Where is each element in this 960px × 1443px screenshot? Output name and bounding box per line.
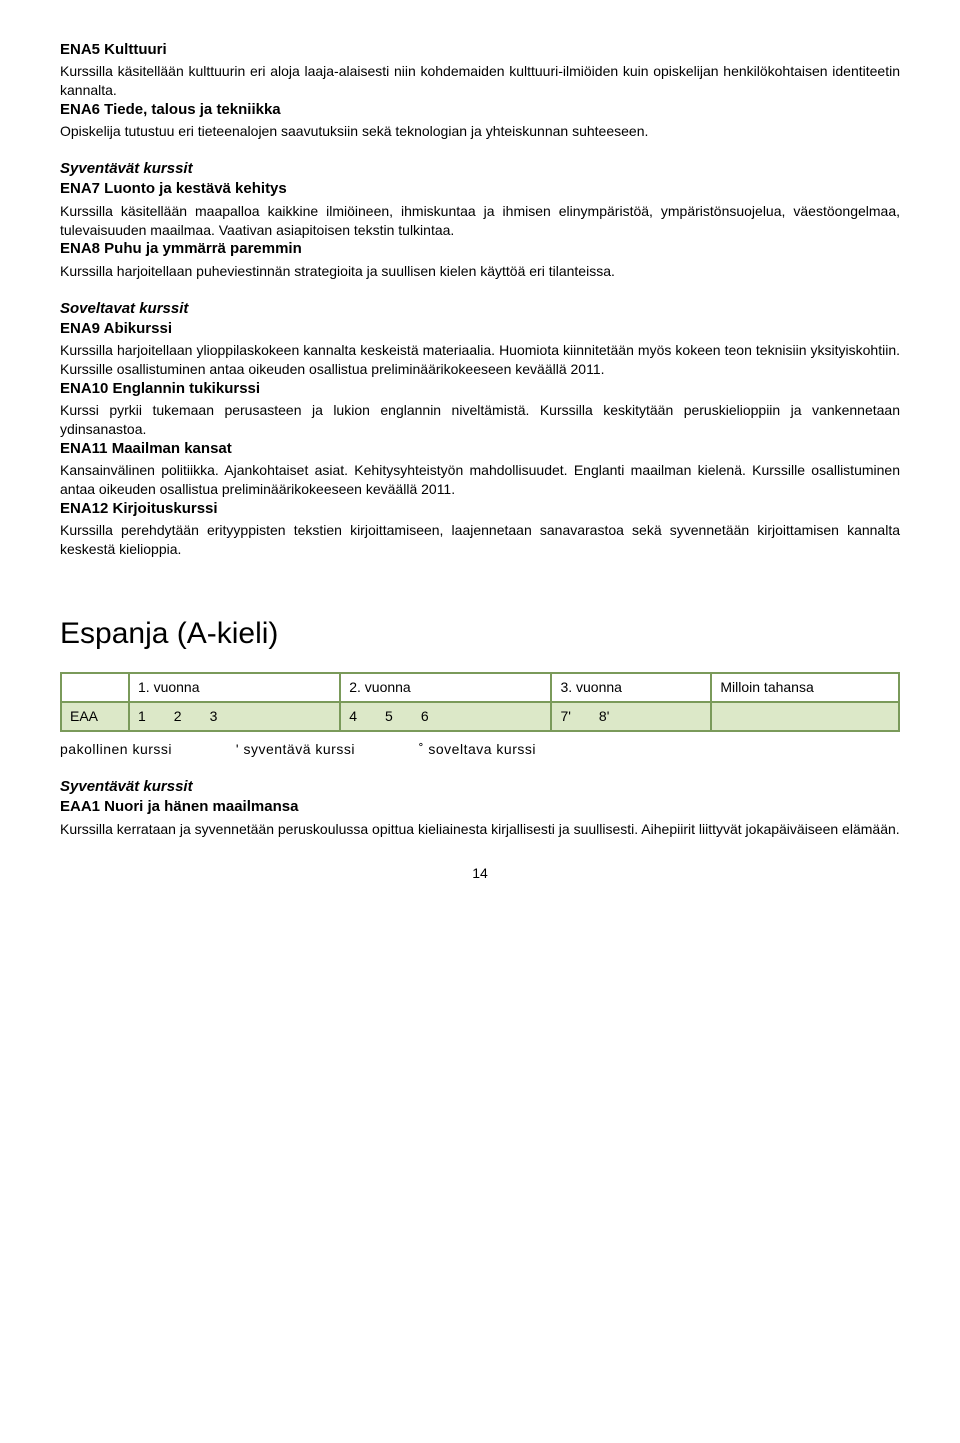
course-table: 1. vuonna 2. vuonna 3. vuonna Milloin ta… [60,672,900,732]
course-body: Kurssilla harjoitellaan ylioppilaskokeen… [60,341,900,379]
table-row-label: EAA [61,702,129,731]
course-body: Kansainvälinen politiikka. Ajankohtaiset… [60,461,900,499]
course-block: ENA8 Puhu ja ymmärrä paremmin Kurssilla … [60,239,900,280]
syventavat-heading: Syventävät kurssit [60,777,900,797]
course-block: ENA5 Kulttuuri Kurssilla käsitellään kul… [60,40,900,100]
table-header: 3. vuonna [551,673,711,702]
course-title: ENA9 Abikurssi [60,319,900,339]
course-block: ENA7 Luonto ja kestävä kehitys Kurssilla… [60,179,900,239]
course-title: ENA11 Maailman kansat [60,439,900,459]
course-title: ENA8 Puhu ja ymmärrä paremmin [60,239,900,259]
table-header-empty [61,673,129,702]
course-title: ENA7 Luonto ja kestävä kehitys [60,179,900,199]
course-block: ENA11 Maailman kansat Kansainvälinen pol… [60,439,900,499]
course-block: ENA9 Abikurssi Kurssilla harjoitellaan y… [60,319,900,379]
course-body: Kurssi pyrkii tukemaan perusasteen ja lu… [60,401,900,439]
syventavat-heading: Syventävät kurssit [60,159,900,179]
course-body: Kurssilla harjoitellaan puheviestinnän s… [60,262,900,281]
course-title: ENA10 Englannin tukikurssi [60,379,900,399]
table-header-row: 1. vuonna 2. vuonna 3. vuonna Milloin ta… [61,673,899,702]
page-number: 14 [60,864,900,883]
table-header: Milloin tahansa [711,673,899,702]
course-block: EAA1 Nuori ja hänen maailmansa Kurssilla… [60,797,900,838]
course-body: Kurssilla käsitellään maapalloa kaikkine… [60,202,900,240]
table-cell [711,702,899,731]
table-cell: 456 [340,702,551,731]
course-body: Kurssilla kerrataan ja syvennetään perus… [60,820,900,839]
course-title: ENA5 Kulttuuri [60,40,900,60]
main-heading: Espanja (A-kieli) [60,614,900,655]
course-block: ENA10 Englannin tukikurssi Kurssi pyrkii… [60,379,900,439]
legend-item: ' syventävä kurssi [236,741,355,757]
legend-item: ˚ soveltava kurssi [419,741,536,757]
table-cell: 123 [129,702,340,731]
course-title: ENA12 Kirjoituskurssi [60,499,900,519]
course-body: Kurssilla käsitellään kulttuurin eri alo… [60,62,900,100]
table-header: 2. vuonna [340,673,551,702]
table-header: 1. vuonna [129,673,340,702]
table-row: EAA 123 456 7'8' [61,702,899,731]
course-block: ENA12 Kirjoituskurssi Kurssilla perehdyt… [60,499,900,559]
course-title: EAA1 Nuori ja hänen maailmansa [60,797,900,817]
legend-item: pakollinen kurssi [60,741,172,757]
soveltavat-heading: Soveltavat kurssit [60,299,900,319]
course-body: Opiskelija tutustuu eri tieteenalojen sa… [60,122,900,141]
legend: pakollinen kurssi ' syventävä kurssi ˚ s… [60,740,900,759]
course-title: ENA6 Tiede, talous ja tekniikka [60,100,900,120]
course-block: ENA6 Tiede, talous ja tekniikka Opiskeli… [60,100,900,141]
course-body: Kurssilla perehdytään erityyppisten teks… [60,521,900,559]
table-cell: 7'8' [551,702,711,731]
